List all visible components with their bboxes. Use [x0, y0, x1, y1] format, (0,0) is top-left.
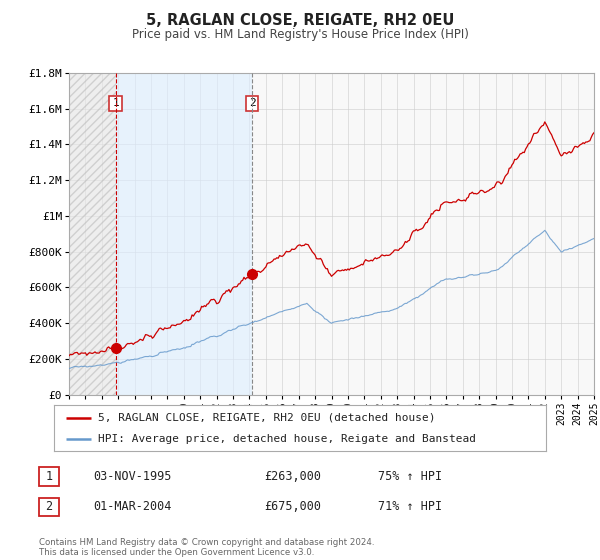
- Text: 1: 1: [112, 99, 119, 109]
- Bar: [116, 73, 252, 395]
- Text: Price paid vs. HM Land Registry's House Price Index (HPI): Price paid vs. HM Land Registry's House …: [131, 28, 469, 41]
- Text: 75% ↑ HPI: 75% ↑ HPI: [378, 469, 442, 483]
- Text: 01-MAR-2004: 01-MAR-2004: [93, 500, 172, 514]
- Text: 03-NOV-1995: 03-NOV-1995: [93, 469, 172, 483]
- Text: HPI: Average price, detached house, Reigate and Banstead: HPI: Average price, detached house, Reig…: [98, 435, 476, 444]
- Bar: [69, 73, 116, 395]
- Text: £675,000: £675,000: [264, 500, 321, 514]
- Text: 5, RAGLAN CLOSE, REIGATE, RH2 0EU: 5, RAGLAN CLOSE, REIGATE, RH2 0EU: [146, 13, 454, 28]
- Text: 71% ↑ HPI: 71% ↑ HPI: [378, 500, 442, 514]
- Text: £263,000: £263,000: [264, 469, 321, 483]
- Text: 1: 1: [46, 469, 52, 483]
- Text: 2: 2: [249, 99, 256, 109]
- Text: 2: 2: [46, 500, 52, 514]
- Text: 5, RAGLAN CLOSE, REIGATE, RH2 0EU (detached house): 5, RAGLAN CLOSE, REIGATE, RH2 0EU (detac…: [98, 413, 436, 423]
- Text: Contains HM Land Registry data © Crown copyright and database right 2024.
This d: Contains HM Land Registry data © Crown c…: [39, 538, 374, 557]
